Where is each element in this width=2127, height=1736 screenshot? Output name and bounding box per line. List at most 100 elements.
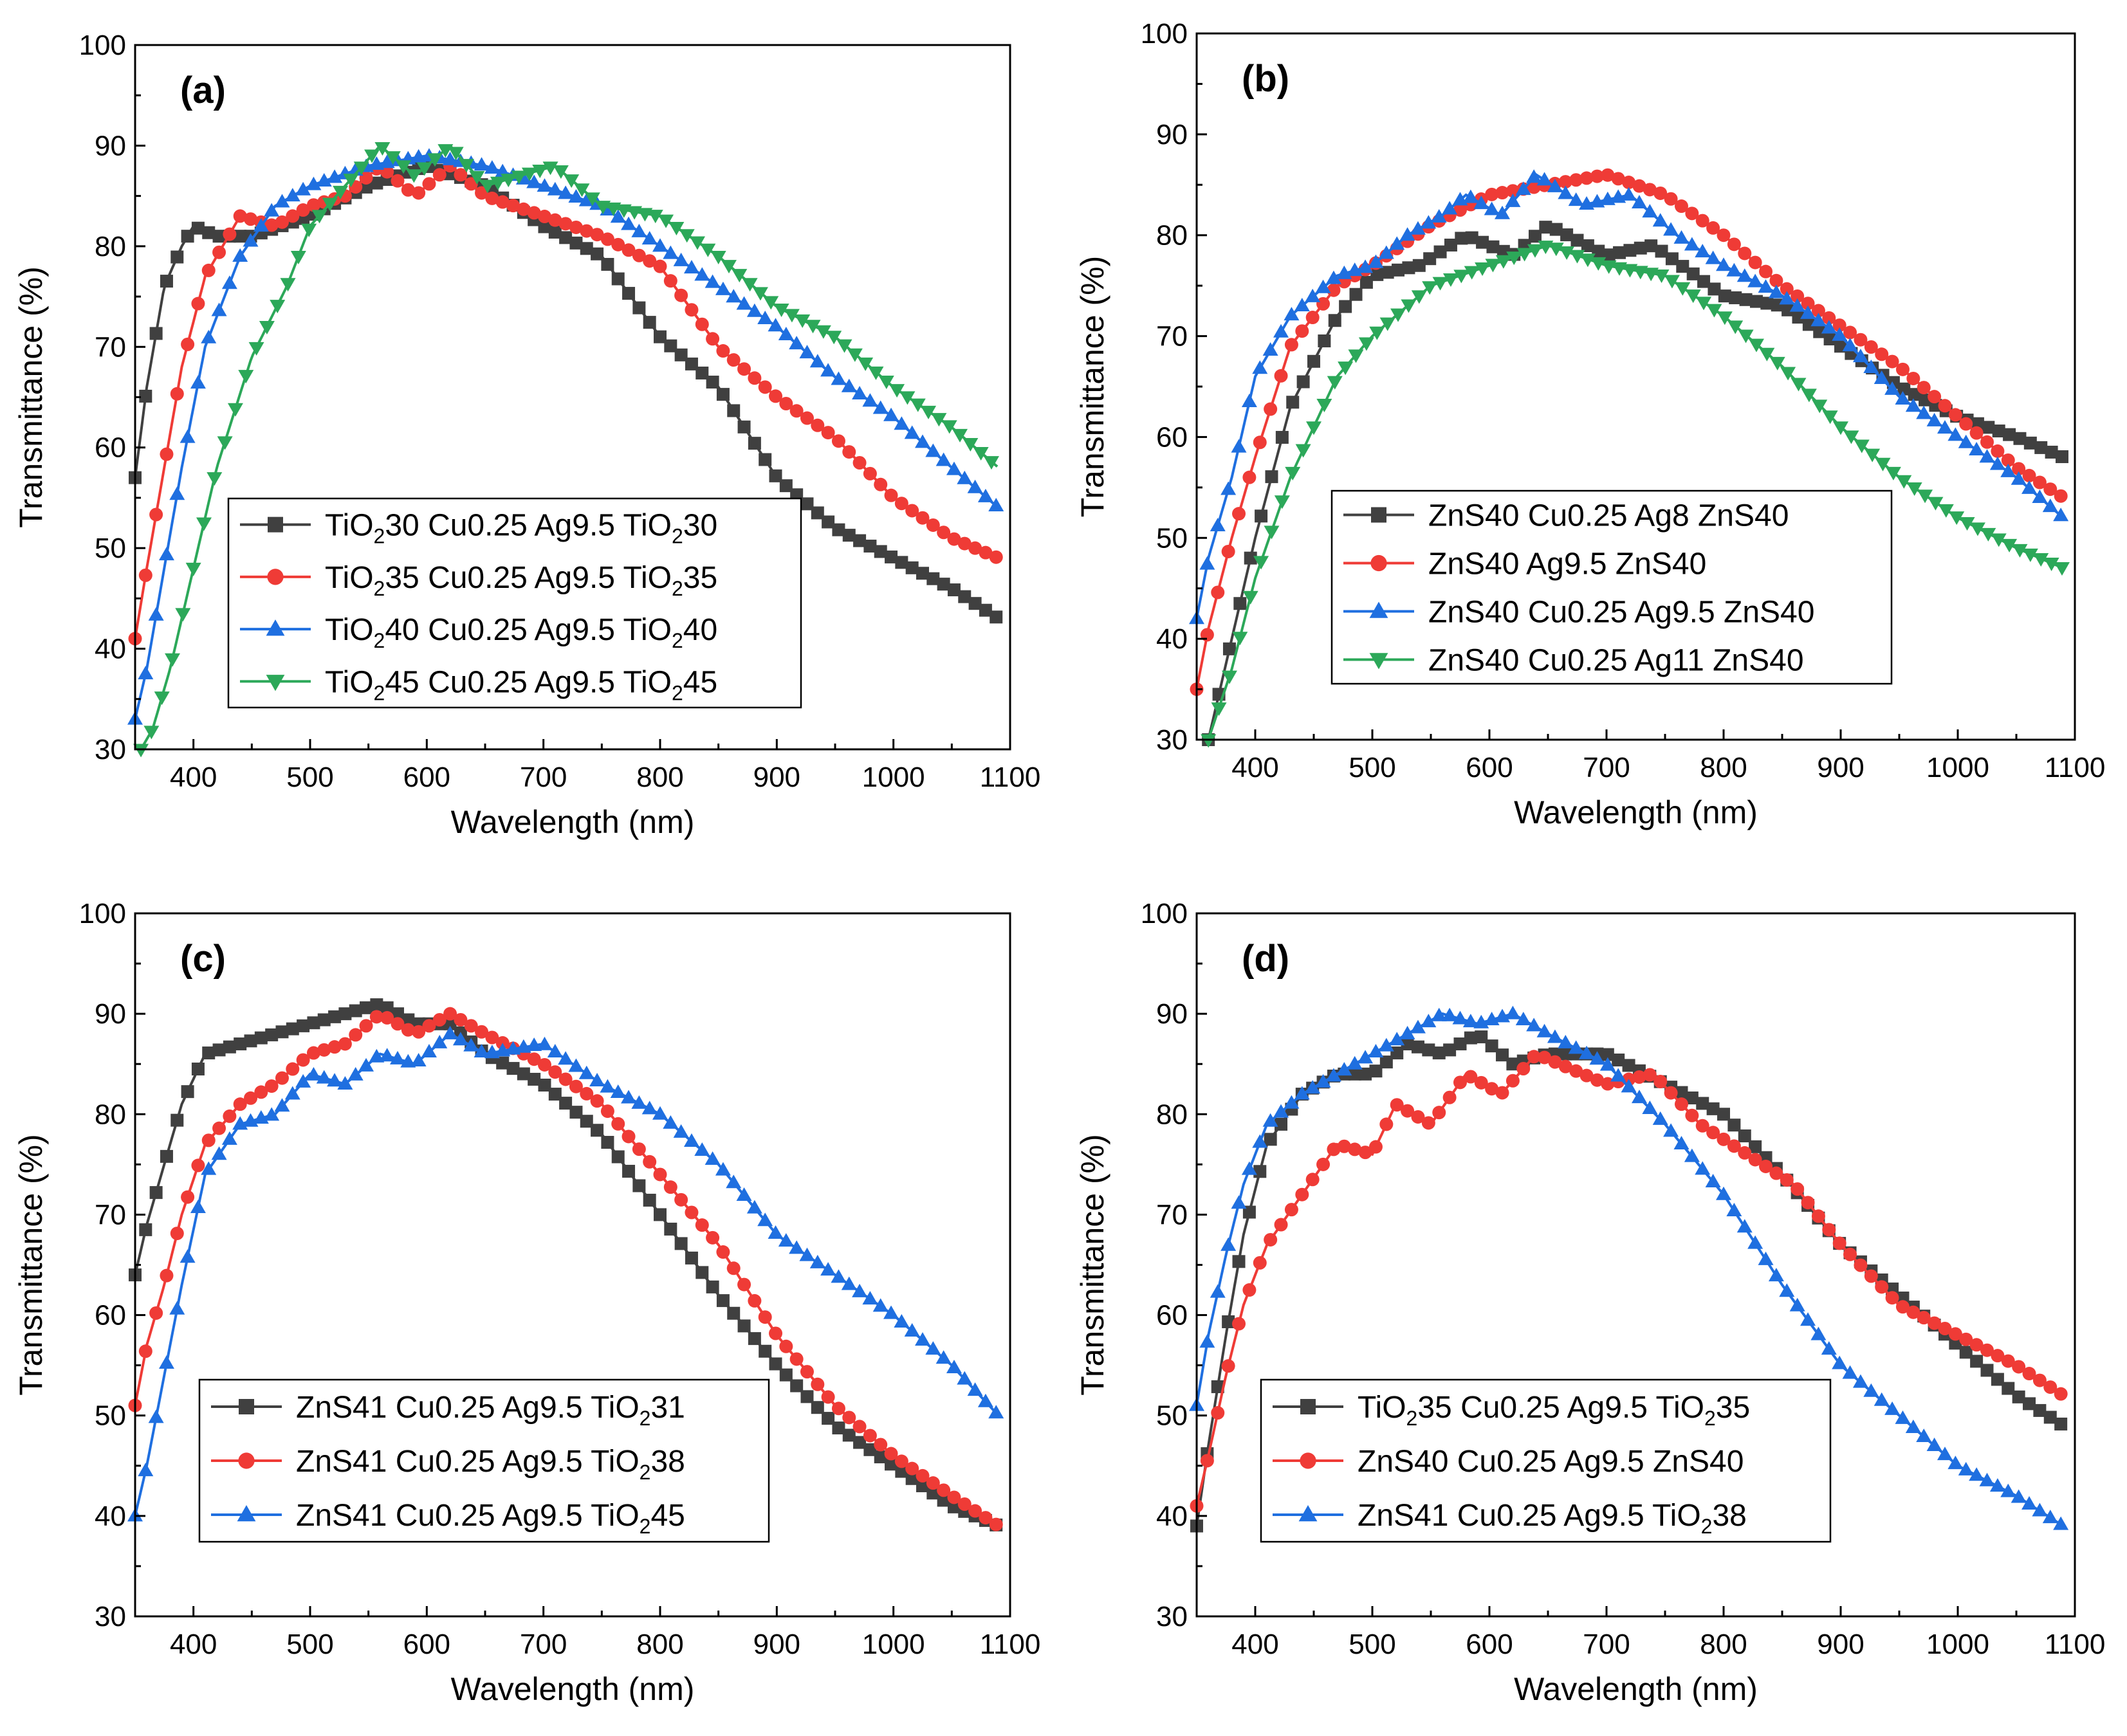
data-point [611,272,625,286]
data-point [968,541,982,555]
data-point [202,226,216,239]
data-point [1843,325,1857,340]
data-point [652,1106,668,1120]
data-point [139,1223,152,1236]
data-point [1581,239,1594,253]
data-point [1455,232,1468,245]
data-point [316,1070,332,1084]
data-point [1716,257,1731,271]
data-point [1675,1086,1688,1099]
x-tick-label: 1000 [862,1629,925,1660]
y-tick-label: 50 [95,1400,126,1432]
data-point [1676,260,1690,273]
y-tick-label: 70 [95,331,126,363]
x-tick-label: 700 [520,762,567,793]
data-point [202,1046,216,1060]
data-point [757,1212,773,1227]
data-point [191,221,205,235]
data-point [1982,421,1995,434]
data-point [674,1192,688,1207]
data-point [988,1405,1004,1419]
data-point [290,251,306,264]
data-point [506,1062,520,1075]
data-point [1674,1097,1688,1111]
data-point [295,1074,311,1088]
data-point [1747,1235,1763,1249]
data-point [149,1186,163,1200]
data-point [1716,1186,1731,1200]
data-point [1789,298,1805,312]
data-point [1686,267,1700,280]
data-point [1599,1057,1616,1071]
data-point [1758,1251,1774,1265]
data-point [1495,186,1509,200]
data-point [1252,1134,1268,1148]
data-point [548,225,562,239]
data-point [538,1079,551,1092]
legend-item: ZnS40 Cu0.25 Ag8 ZnS40 [1343,499,1789,533]
data-point [831,371,847,385]
data-point [479,179,495,194]
data-point [874,545,887,558]
data-point [2053,507,2069,522]
data-point [704,274,721,288]
data-point [448,147,464,161]
y-tick-label: 60 [95,432,126,464]
data-point [296,1053,310,1067]
data-point [139,389,152,403]
data-point [526,1037,542,1051]
data-point [1410,221,1426,235]
data-point [710,251,726,264]
legend-marker [267,569,284,585]
data-point [947,1490,961,1504]
data-point [1232,632,1248,646]
data-point [1495,255,1511,269]
data-point [926,1476,940,1490]
legend-label: TiO235 Cu0.25 Ag9.5 TiO235 [325,561,717,600]
data-point [1948,1327,1962,1341]
data-point [1200,1454,1214,1468]
data-point [1506,1057,1520,1071]
data-point [600,1079,616,1093]
data-point [1579,1045,1595,1059]
data-point [353,161,369,176]
data-point [1347,1055,1363,1070]
data-point [1244,551,1257,565]
data-point [580,242,593,255]
data-point [874,1450,887,1464]
data-point [485,191,499,205]
data-point [1527,244,1543,258]
data-point [937,1483,951,1497]
data-point [904,1323,920,1337]
data-point [2012,1390,2025,1403]
data-point [327,1040,342,1054]
data-point [584,192,600,206]
data-point [931,413,947,427]
data-point [1431,1007,1447,1021]
data-point [1823,332,1837,345]
data-point [2011,471,2027,485]
data-point [883,407,899,421]
data-point [259,320,275,334]
data-point [1697,275,1711,288]
series-3 [1189,169,2069,625]
data-point [977,488,993,502]
data-point [1495,1086,1509,1100]
x-tick-label: 600 [1466,1629,1513,1660]
data-point [1568,192,1584,206]
data-point [694,1142,710,1156]
data-point [789,404,804,418]
data-point [1759,264,1773,279]
data-point [1749,1140,1762,1153]
legend-box [1331,489,1893,685]
data-point [1769,356,1785,370]
data-point [1989,1478,2005,1492]
data-point [820,1262,836,1276]
data-point [1452,1010,1468,1025]
data-point [569,220,583,234]
data-point [427,153,443,167]
data-point [663,1115,679,1129]
data-point [947,532,961,546]
data-point [967,1382,983,1396]
data-point [580,1086,594,1101]
